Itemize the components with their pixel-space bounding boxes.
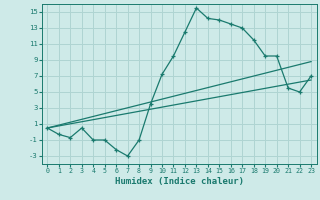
X-axis label: Humidex (Indice chaleur): Humidex (Indice chaleur)	[115, 177, 244, 186]
